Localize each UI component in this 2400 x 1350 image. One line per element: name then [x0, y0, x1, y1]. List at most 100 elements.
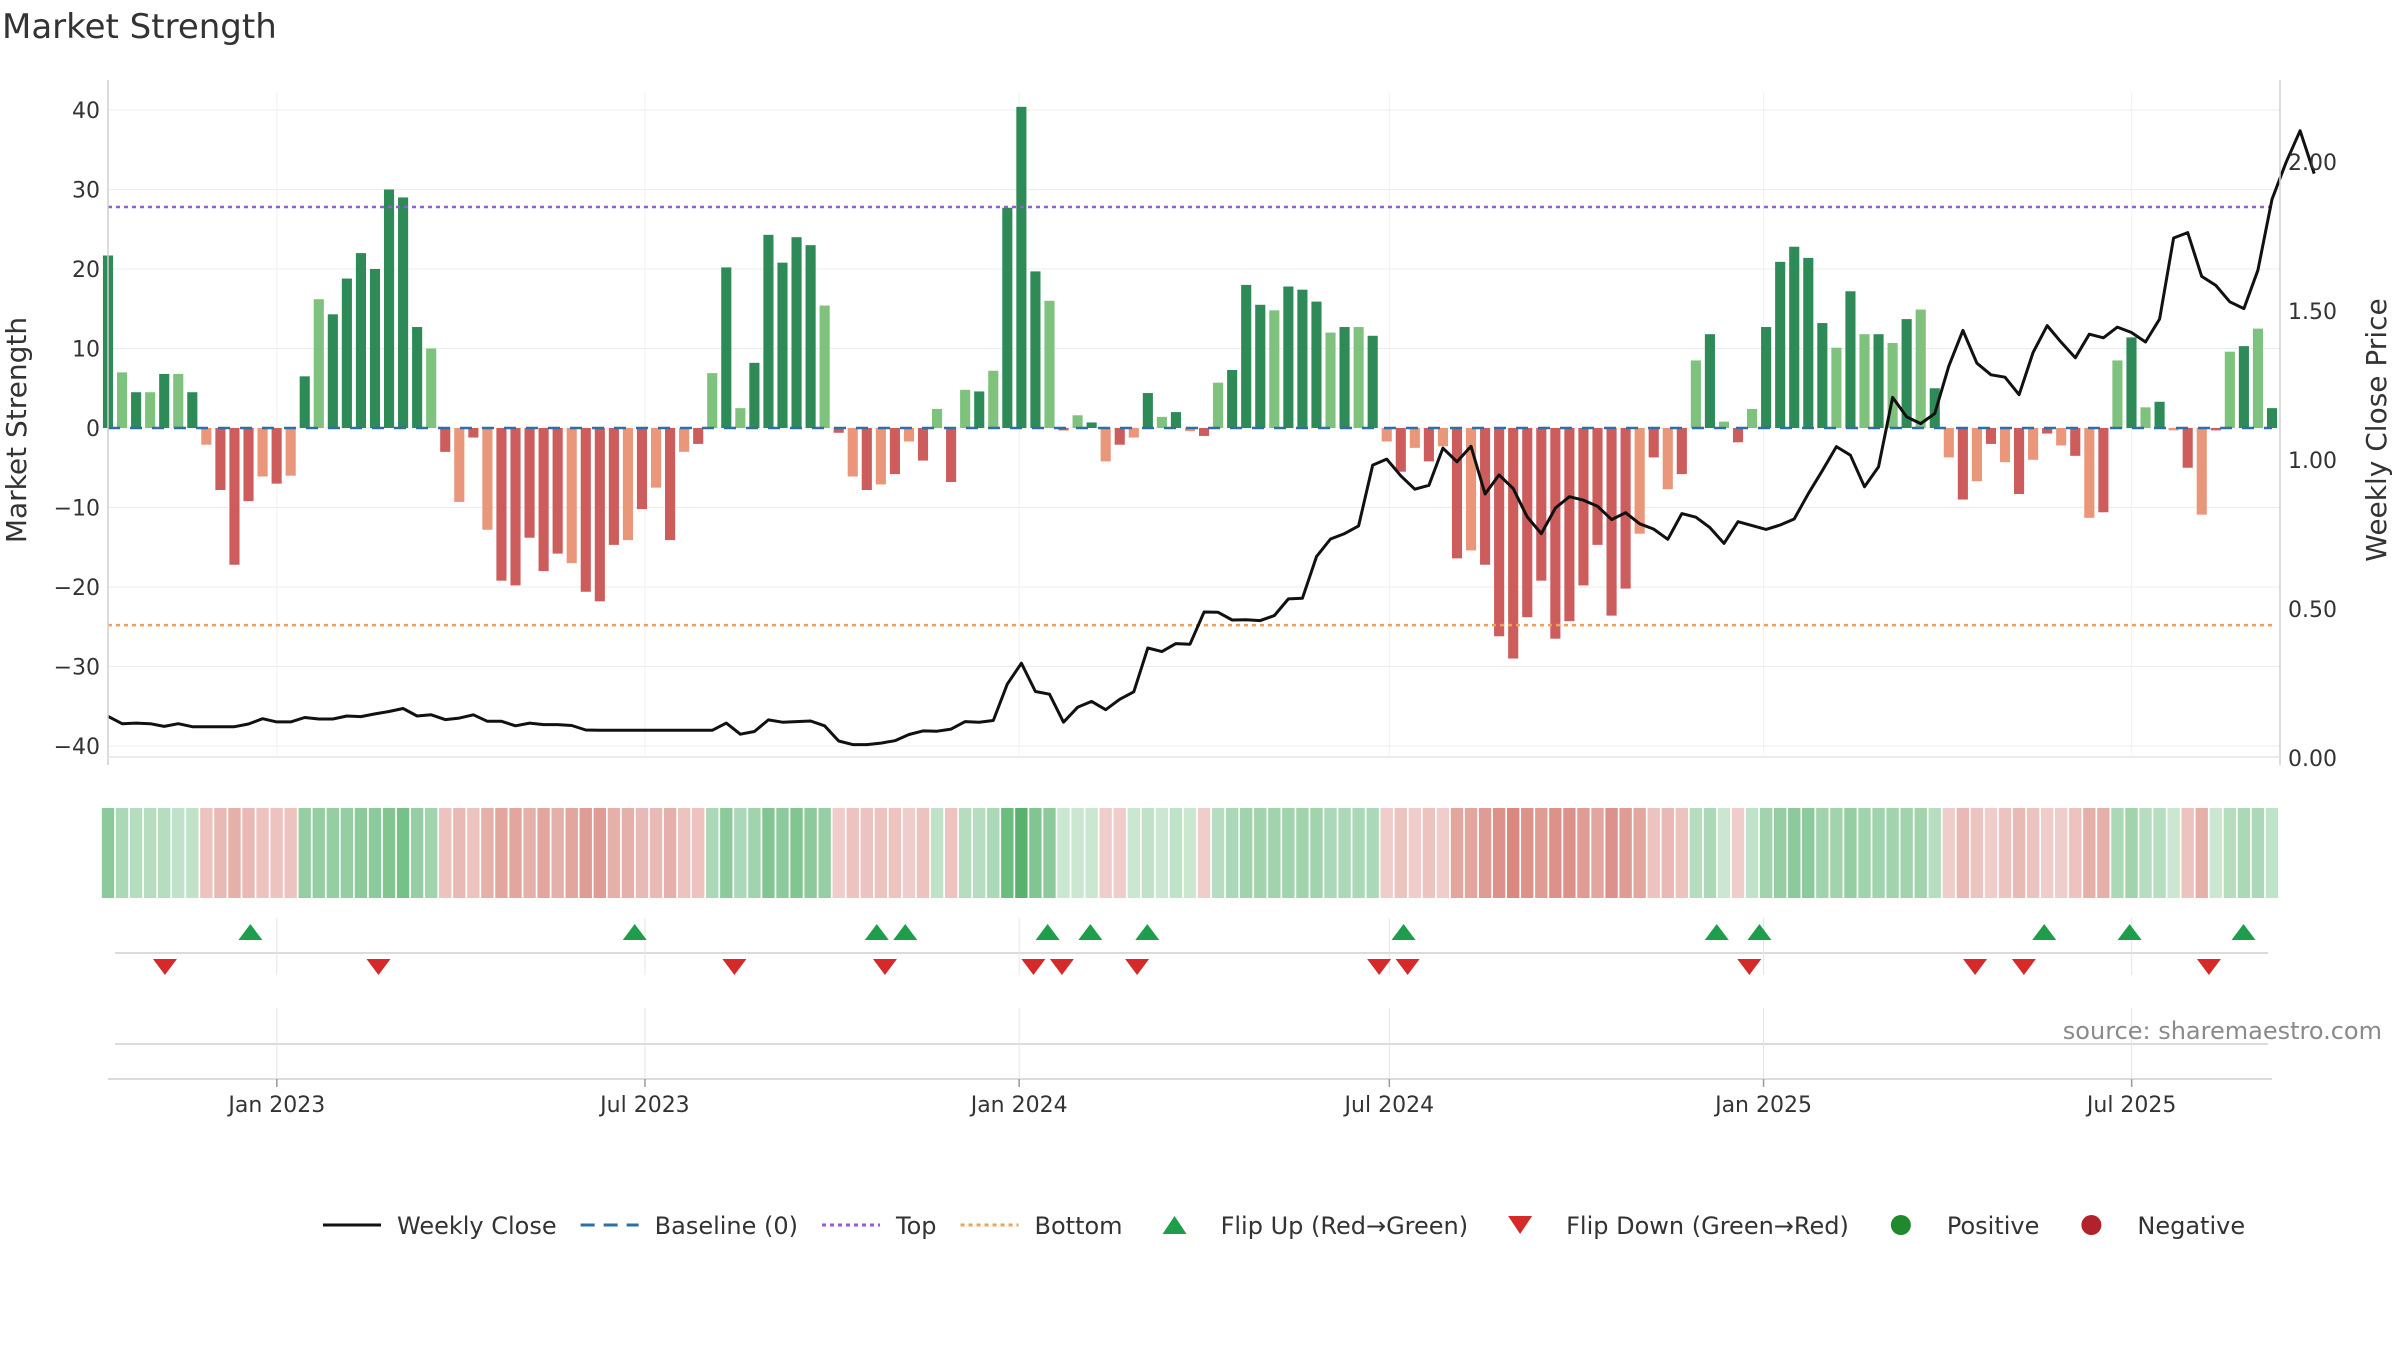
legend-label: Flip Up (Red→Green) — [1221, 1212, 1469, 1240]
heat-cell — [874, 808, 888, 898]
heat-cell — [1169, 808, 1183, 898]
heat-cell — [1015, 808, 1028, 898]
heat-cell — [1535, 808, 1548, 898]
heat-cell — [734, 808, 747, 898]
strength-bar — [819, 305, 830, 428]
strength-bar — [566, 428, 577, 564]
y-tick-label: 0 — [86, 417, 100, 442]
heat-cell — [1703, 808, 1717, 898]
strength-bar — [1634, 428, 1645, 534]
strength-bar — [1494, 428, 1505, 637]
strength-bar — [383, 189, 395, 428]
heat-cell — [410, 808, 424, 898]
strength-bar — [1086, 422, 1097, 428]
heat-cell — [1886, 808, 1899, 898]
strength-bar — [580, 428, 591, 592]
y-tick-label: −40 — [54, 735, 100, 760]
strength-bar — [159, 373, 170, 428]
strength-bar — [1002, 207, 1013, 428]
heat-cell — [2083, 808, 2096, 898]
flip-up-marker — [864, 924, 889, 940]
strength-bar — [398, 197, 409, 428]
strength-bar — [2056, 428, 2067, 446]
heat-cell — [1647, 808, 1660, 898]
strength-bar — [496, 428, 507, 581]
legend-item: Flip Down (Green→Red) — [1508, 1212, 1849, 1240]
strength-bar — [1395, 428, 1406, 472]
heat-cell — [1197, 808, 1211, 898]
heat-cell — [425, 808, 438, 898]
heat-cell — [748, 808, 761, 898]
heat-cell — [1563, 808, 1576, 898]
heat-cell — [551, 808, 564, 898]
y2-tick-label: 0.50 — [2288, 598, 2337, 623]
heat-cell — [818, 808, 831, 898]
heat-cell — [860, 808, 873, 898]
strength-bar — [1367, 335, 1378, 428]
strength-bar — [2224, 351, 2235, 428]
heat-cell — [1689, 808, 1703, 898]
strength-bar — [1775, 261, 1786, 428]
flip-down-marker — [2196, 959, 2221, 975]
flip-down-marker — [872, 959, 897, 975]
heat-cell — [1155, 808, 1169, 898]
heat-cell — [720, 808, 733, 898]
heat-cell — [1296, 808, 1309, 898]
x-tick-label: Jul 2023 — [598, 1093, 690, 1118]
strength-bar — [1423, 428, 1434, 462]
legend-item: Baseline (0) — [580, 1212, 798, 1240]
strength-bar — [1128, 428, 1139, 438]
strength-bar — [2168, 428, 2179, 431]
legend-label: Top — [895, 1212, 937, 1240]
strength-bar — [1213, 382, 1224, 428]
legend-label: Baseline (0) — [655, 1212, 798, 1240]
heat-cell — [1282, 808, 1295, 898]
y-axis-label: Market Strength — [0, 317, 33, 543]
heat-cell — [326, 808, 340, 898]
heat-cell — [467, 808, 480, 898]
strength-bar — [327, 314, 338, 428]
strength-bar — [1789, 246, 1800, 428]
strength-bar — [201, 428, 212, 445]
y2-tick-label: 2.00 — [2288, 151, 2337, 176]
strength-bar — [1465, 428, 1477, 551]
flip-down-marker — [1737, 959, 1762, 975]
legend-swatch — [1890, 1215, 1911, 1235]
strength-bar — [1353, 327, 1364, 428]
heat-cell — [2167, 808, 2180, 898]
heat-cell — [677, 808, 691, 898]
heat-cell — [621, 808, 635, 898]
flip-down-marker — [1049, 959, 1074, 975]
heat-cell — [2125, 808, 2138, 898]
reference-lines — [108, 205, 2272, 627]
heat-cell — [832, 808, 845, 898]
heat-cell — [158, 808, 171, 898]
strength-bar — [1198, 428, 1210, 436]
heat-cell — [1240, 808, 1253, 898]
strength-bar — [1578, 428, 1589, 586]
heat-cell — [312, 808, 325, 898]
strength-bar — [2182, 428, 2193, 468]
heat-cell — [1928, 808, 1941, 898]
heat-cell — [2069, 808, 2082, 898]
heat-cell — [1900, 808, 1913, 898]
flip-down-marker — [152, 959, 177, 975]
strength-bar — [707, 373, 718, 428]
x-tick-label: Jan 2023 — [226, 1093, 325, 1118]
heat-cell — [1352, 808, 1365, 898]
heat-cell — [1141, 808, 1155, 898]
strength-bar — [777, 262, 788, 428]
heat-cell — [1029, 808, 1042, 898]
heat-cell — [1099, 808, 1112, 898]
y2-tick-label: 1.50 — [2288, 300, 2337, 325]
heat-cell — [944, 808, 958, 898]
strength-bar — [847, 428, 858, 477]
flip-up-marker — [2231, 924, 2256, 940]
strength-bar — [1480, 428, 1491, 565]
strength-bar — [285, 428, 296, 476]
strength-bar — [243, 428, 254, 502]
heat-cell — [1591, 808, 1604, 898]
strength-bar — [2252, 328, 2264, 428]
x-tick-label: Jul 2025 — [2085, 1093, 2177, 1118]
legend-item: Negative — [2081, 1212, 2245, 1240]
